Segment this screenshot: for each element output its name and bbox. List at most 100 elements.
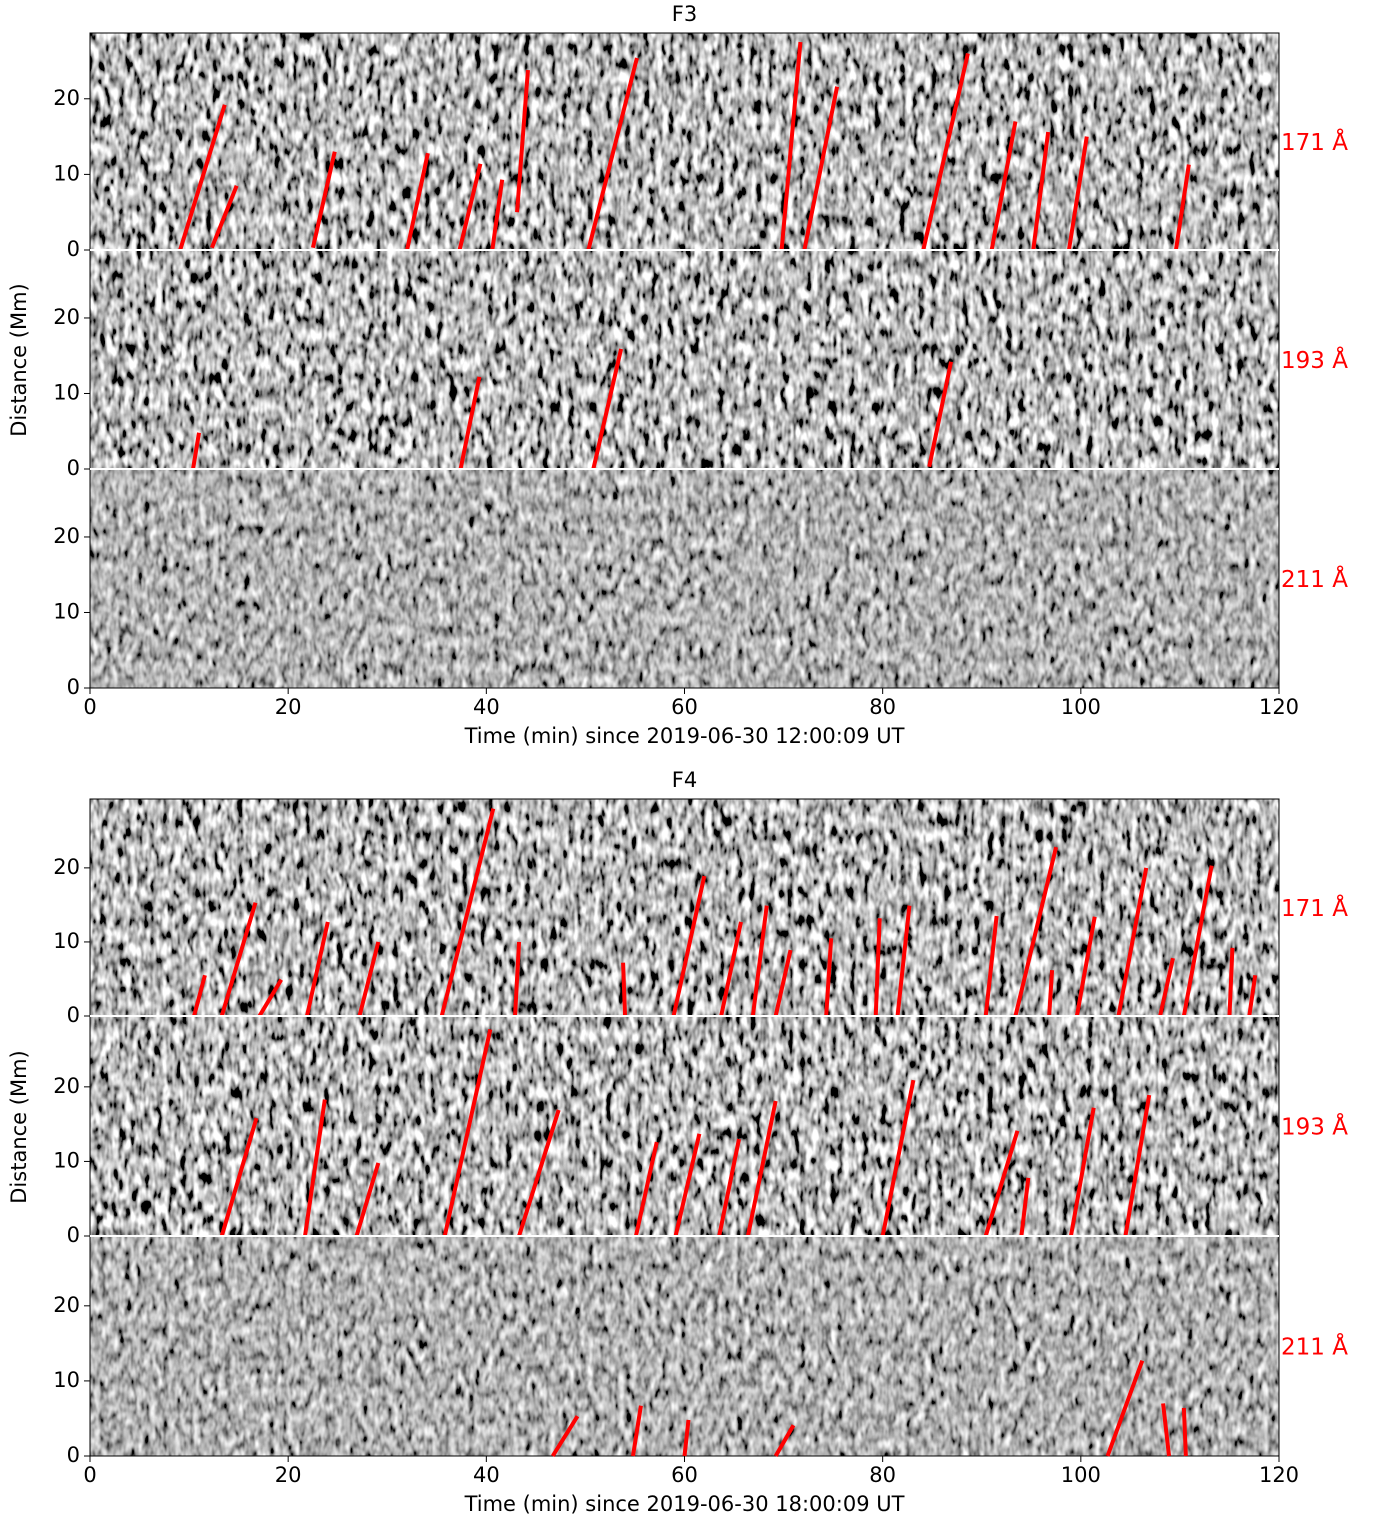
track-line [1105, 1359, 1145, 1457]
x-tick-label: 60 [671, 695, 698, 719]
image-panel [90, 799, 1279, 1016]
track-line [989, 121, 1018, 251]
track-line [673, 1133, 702, 1237]
track-line [750, 905, 769, 1017]
track-line [517, 1109, 561, 1237]
x-tick-label: 20 [275, 1463, 302, 1487]
track-line [873, 918, 882, 1017]
y-tick-label: 0 [67, 1223, 80, 1247]
y-tick-label: 10 [53, 380, 80, 404]
y-tick-label: 20 [53, 1293, 80, 1317]
channel-label: 171 Å [1281, 128, 1348, 156]
track-line [633, 1141, 659, 1237]
y-axis-label: Distance (Mm) [7, 1050, 31, 1203]
track-line [551, 1415, 580, 1458]
track-line [1181, 865, 1214, 1017]
image-panel [90, 1236, 1279, 1456]
track-line [192, 974, 207, 1017]
track-line [880, 1079, 916, 1237]
track-line [178, 104, 227, 251]
track-line [439, 808, 496, 1017]
track-line [921, 52, 970, 251]
track-line [442, 1028, 493, 1237]
track-line [779, 41, 803, 251]
track-line [631, 1405, 643, 1457]
y-tick-label: 10 [53, 1368, 80, 1392]
image-panel [90, 469, 1279, 688]
track-line [682, 1419, 691, 1457]
track-line [219, 902, 258, 1017]
track-line [1161, 1403, 1172, 1457]
x-tick-label: 0 [83, 1463, 96, 1487]
x-tick-label: 80 [869, 695, 896, 719]
image-panel [90, 250, 1279, 469]
panel-title: F4 [672, 768, 697, 792]
channel-label: 211 Å [1281, 1333, 1348, 1361]
track-line [354, 1162, 381, 1237]
track-line [1066, 136, 1089, 251]
track-line [513, 941, 522, 1017]
x-tick-label: 40 [473, 695, 500, 719]
y-tick-label: 20 [53, 86, 80, 110]
track-line [591, 348, 624, 470]
image-panel [90, 33, 1279, 250]
track-line [210, 184, 239, 249]
track-line [586, 57, 639, 251]
track-line [1019, 1177, 1031, 1237]
track-line [490, 179, 505, 251]
track-line [1047, 969, 1055, 1017]
panel-title: F3 [672, 2, 697, 26]
x-tick-label: 20 [275, 695, 302, 719]
x-axis-label: Time (min) since 2019-06-30 18:00:09 UT [464, 1492, 905, 1516]
track-line [1074, 916, 1097, 1017]
track-line [458, 376, 482, 470]
track-line [1031, 131, 1051, 251]
x-axis-label: Time (min) since 2019-06-30 12:00:09 UT [464, 724, 905, 748]
track-line [927, 361, 953, 468]
y-tick-label: 0 [67, 1003, 80, 1027]
track-line [802, 86, 840, 251]
track-line [191, 432, 201, 470]
x-tick-label: 60 [671, 1463, 698, 1487]
track-line [1123, 1094, 1152, 1237]
track-line [303, 1099, 327, 1237]
track-line [1013, 846, 1059, 1017]
track-line [405, 152, 430, 251]
y-tick-label: 20 [53, 305, 80, 329]
track-line [515, 69, 530, 213]
y-tick-label: 10 [53, 161, 80, 185]
y-tick-label: 20 [53, 524, 80, 548]
channel-label: 193 Å [1281, 1113, 1348, 1141]
track-line [1116, 867, 1149, 1017]
track-line [1227, 947, 1235, 1017]
channel-label: 193 Å [1281, 346, 1348, 374]
x-tick-label: 40 [473, 1463, 500, 1487]
x-tick-label: 120 [1259, 1463, 1299, 1487]
x-tick-label: 120 [1259, 695, 1299, 719]
x-tick-label: 80 [869, 1463, 896, 1487]
track-line [357, 941, 381, 1017]
track-line [257, 978, 283, 1018]
y-tick-label: 20 [53, 855, 80, 879]
track-line [895, 905, 912, 1017]
track-line [1181, 1407, 1188, 1457]
track-line [717, 1138, 741, 1237]
track-line [457, 163, 483, 251]
track-line [745, 1100, 778, 1237]
track-line [824, 938, 834, 1017]
track-line [305, 921, 330, 1017]
channel-label: 211 Å [1281, 565, 1348, 593]
y-tick-label: 0 [67, 237, 80, 261]
x-tick-label: 100 [1061, 1463, 1101, 1487]
y-tick-label: 10 [53, 599, 80, 623]
y-tick-label: 10 [53, 929, 80, 953]
track-line [219, 1117, 259, 1237]
track-line [310, 151, 337, 249]
x-tick-label: 0 [83, 695, 96, 719]
y-tick-label: 20 [53, 1074, 80, 1098]
channel-label: 171 Å [1281, 894, 1348, 922]
y-axis-label: Distance (Mm) [7, 283, 31, 436]
track-line [1247, 974, 1258, 1017]
track-line [1158, 957, 1175, 1017]
